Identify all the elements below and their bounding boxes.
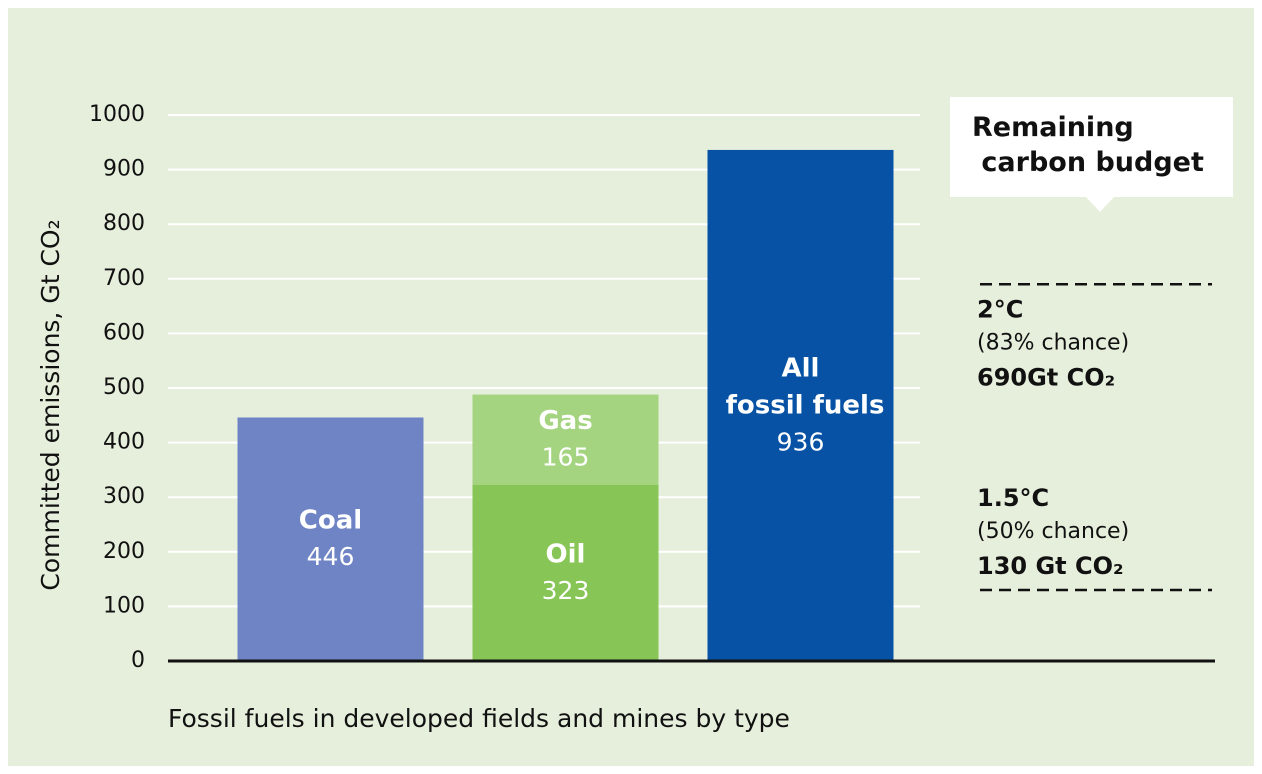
y-tick-label: 200 <box>103 539 145 564</box>
reference-note: (83% chance) <box>977 330 1129 355</box>
callout-box <box>950 97 1233 197</box>
y-axis-label: Committed emissions, Gt CO₂ <box>36 219 65 590</box>
reference-note: (50% chance) <box>977 519 1129 544</box>
x-axis-label: Fossil fuels in developed fields and min… <box>168 704 790 733</box>
y-tick-label: 800 <box>103 211 145 236</box>
bar-segment <box>707 149 894 661</box>
bar-value-label: 165 <box>542 443 590 472</box>
y-tick-label: 1000 <box>89 102 145 127</box>
bar-segment <box>472 484 659 661</box>
bar-segment <box>472 394 659 485</box>
bar-name-label: Gas <box>538 406 592 436</box>
bar-name-label: Coal <box>299 506 362 536</box>
bar-value-label: 323 <box>542 576 590 605</box>
reference-budget: 690Gt CO₂ <box>977 363 1115 391</box>
reference-label: 1.5°C <box>977 484 1049 512</box>
y-tick-label: 0 <box>131 648 145 673</box>
y-tick-label: 900 <box>103 157 145 182</box>
y-tick-label: 300 <box>103 484 145 509</box>
y-tick-label: 400 <box>103 430 145 455</box>
y-tick-label: 100 <box>103 593 145 618</box>
bar-value-label: 446 <box>307 542 355 571</box>
reference-label: 2°C <box>977 295 1023 323</box>
reference-budget: 130 Gt CO₂ <box>977 552 1124 580</box>
y-tick-label: 600 <box>103 320 145 345</box>
annotation: Remaining carbon budget <box>972 112 1204 178</box>
y-tick-label: 500 <box>103 375 145 400</box>
callout-pointer <box>1086 197 1114 212</box>
y-tick-label: 700 <box>103 266 145 291</box>
bar-name-label: Oil <box>546 539 586 569</box>
bar-name-label: All fossil fuels <box>717 353 885 420</box>
bar-value-label: 936 <box>777 427 825 456</box>
bar-segment <box>237 417 424 661</box>
